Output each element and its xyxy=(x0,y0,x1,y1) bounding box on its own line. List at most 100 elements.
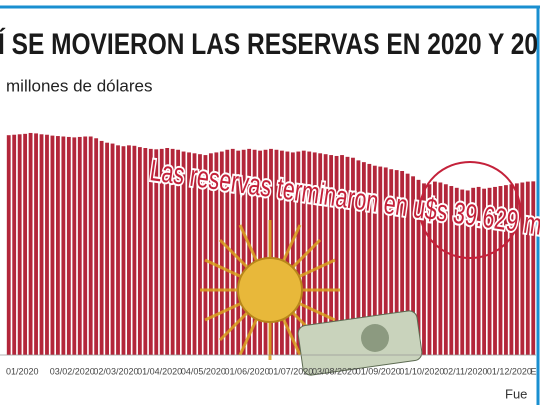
bar xyxy=(116,145,120,355)
x-tick-label: 01/12/2020 xyxy=(487,366,532,376)
bar xyxy=(378,166,383,355)
bar xyxy=(443,184,448,355)
bar xyxy=(318,153,323,355)
bar xyxy=(514,183,519,355)
bar xyxy=(72,137,77,355)
bar xyxy=(143,148,148,355)
bar xyxy=(17,134,22,355)
bar xyxy=(520,182,525,355)
bar xyxy=(219,151,224,355)
x-tick-label: 01/09/2020 xyxy=(356,366,401,376)
bar xyxy=(449,186,454,355)
bar xyxy=(148,148,153,355)
bar xyxy=(307,151,312,355)
bar xyxy=(236,150,241,355)
bar xyxy=(411,176,415,355)
x-tick-label: E xyxy=(531,366,537,376)
bar xyxy=(127,145,131,355)
bar xyxy=(482,188,487,355)
bar xyxy=(476,186,481,355)
bar xyxy=(504,185,508,355)
bar xyxy=(334,155,339,355)
bar xyxy=(329,155,334,355)
bar xyxy=(509,184,514,355)
bar xyxy=(454,187,459,355)
source: Fue xyxy=(505,386,527,401)
bar xyxy=(61,136,66,355)
x-tick-label: 02/11/2020 xyxy=(443,366,487,376)
bar xyxy=(105,142,109,355)
bar xyxy=(258,150,262,355)
money-illustration xyxy=(297,310,423,376)
bar xyxy=(77,136,82,355)
bar xyxy=(45,134,49,355)
x-tick-label: 03/08/2020 xyxy=(312,366,357,376)
x-tick-label: 01/10/2020 xyxy=(399,366,444,376)
bar xyxy=(208,153,213,355)
bar xyxy=(203,155,208,355)
x-tick-label: 01/2020 xyxy=(6,366,39,376)
bar xyxy=(405,173,410,355)
x-tick-label: 02/03/2020 xyxy=(93,366,138,376)
bar xyxy=(34,133,38,355)
bar xyxy=(6,135,11,355)
bar xyxy=(433,181,437,355)
bar xyxy=(263,149,268,355)
bar xyxy=(23,133,28,355)
x-tick-label: 03/02/2020 xyxy=(50,366,95,376)
bar xyxy=(394,170,399,355)
bar xyxy=(427,184,432,355)
bar xyxy=(94,138,99,355)
bar xyxy=(356,160,361,355)
bar xyxy=(416,179,421,355)
bar xyxy=(351,157,355,355)
bar xyxy=(367,163,372,355)
bar xyxy=(39,134,44,355)
bar xyxy=(170,148,175,355)
bar xyxy=(181,151,186,355)
bar xyxy=(487,187,492,355)
x-tick-label: 01/06/2020 xyxy=(225,366,270,376)
bar xyxy=(12,134,17,355)
bar xyxy=(301,150,306,355)
bar xyxy=(137,147,142,355)
bar xyxy=(323,154,328,355)
bar xyxy=(361,162,366,355)
bar xyxy=(187,152,191,355)
bar xyxy=(154,149,159,355)
bar xyxy=(438,182,443,355)
x-tick-label: 01/04/2020 xyxy=(137,366,182,376)
bar xyxy=(345,156,350,355)
bar xyxy=(198,154,202,355)
bar xyxy=(465,190,470,355)
bar xyxy=(176,149,181,355)
bar xyxy=(110,143,115,355)
bars xyxy=(6,132,536,355)
bar xyxy=(493,186,497,355)
x-tick-label: 01/07/2020 xyxy=(268,366,313,376)
bar xyxy=(460,189,465,355)
bar xyxy=(312,152,317,355)
bar xyxy=(165,148,170,355)
bar xyxy=(225,149,230,355)
bar xyxy=(389,169,394,355)
bar xyxy=(214,152,219,355)
bar xyxy=(132,145,137,355)
bar xyxy=(422,183,426,355)
bar xyxy=(83,136,88,355)
bar xyxy=(192,153,197,355)
chart-title: Í SE MOVIERON LAS RESERVAS EN 2020 Y 20 xyxy=(0,27,538,61)
bar xyxy=(400,171,405,355)
bar xyxy=(290,152,295,355)
bar xyxy=(55,136,60,355)
bar xyxy=(159,148,164,355)
bar xyxy=(121,146,126,355)
bar xyxy=(340,155,344,355)
bar xyxy=(498,186,503,355)
x-tick-label: 04/05/2020 xyxy=(181,366,226,376)
bar xyxy=(296,151,301,355)
bar xyxy=(99,140,104,355)
bar xyxy=(247,148,252,355)
